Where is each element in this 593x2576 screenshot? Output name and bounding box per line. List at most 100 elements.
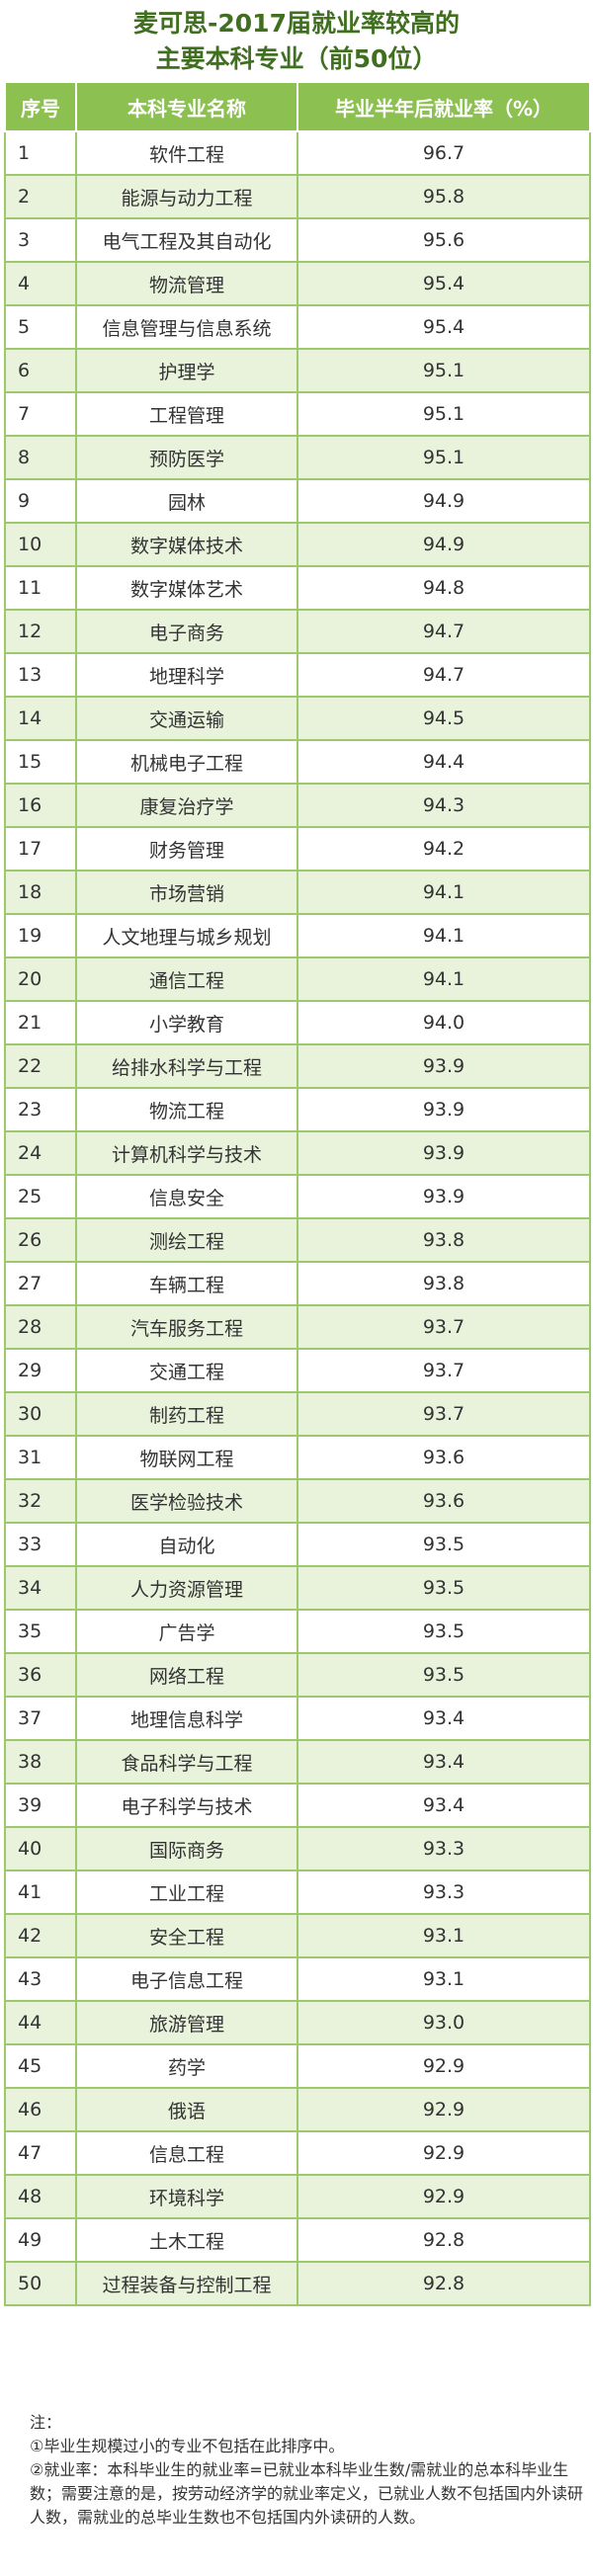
employment-rate: 94.1 [296, 913, 591, 958]
major-name: 地理科学 [75, 652, 298, 698]
major-name: 物流工程 [75, 1087, 298, 1132]
employment-rate: 93.5 [296, 1522, 591, 1567]
rank: 1 [4, 130, 77, 176]
table-row: 15 机械电子工程 94.4 [4, 739, 591, 785]
table-row: 46 俄语 92.9 [4, 2087, 591, 2132]
major-name: 园林 [75, 478, 298, 524]
table-row: 40 国际商务 93.3 [4, 1826, 591, 1871]
major-name: 自动化 [75, 1522, 298, 1567]
employment-rate: 93.6 [296, 1435, 591, 1480]
major-name: 护理学 [75, 348, 298, 393]
note: ①毕业生规模过小的专业不包括在此排序中。 [30, 2437, 345, 2455]
major-name: 电子信息工程 [75, 1956, 298, 2002]
table-row: 17 财务管理 94.2 [4, 826, 591, 872]
employment-rate: 93.5 [296, 1609, 591, 1654]
rank: 36 [4, 1652, 77, 1698]
table-row: 37 地理信息科学 93.4 [4, 1696, 591, 1741]
rank: 9 [4, 478, 77, 524]
table-row: 45 药学 92.9 [4, 2043, 591, 2089]
employment-rate: 93.8 [296, 1217, 591, 1263]
table-row: 35 广告学 93.5 [4, 1609, 591, 1654]
major-name: 人力资源管理 [75, 1565, 298, 1611]
rank: 46 [4, 2087, 77, 2132]
major-name: 人文地理与城乡规划 [75, 913, 298, 958]
major-name: 物流管理 [75, 261, 298, 306]
employment-rate: 95.6 [296, 217, 591, 263]
rank: 33 [4, 1522, 77, 1567]
employment-rate: 95.4 [296, 261, 591, 306]
employment-rate: 93.3 [296, 1870, 591, 1915]
major-name: 电气工程及其自动化 [75, 217, 298, 263]
major-name: 信息安全 [75, 1174, 298, 1219]
rank: 6 [4, 348, 77, 393]
major-name: 交通运输 [75, 696, 298, 741]
rank: 12 [4, 609, 77, 654]
rank: 31 [4, 1435, 77, 1480]
major-name: 计算机科学与技术 [75, 1130, 298, 1176]
table-row: 4 物流管理 95.4 [4, 261, 591, 306]
title-line: 麦可思-2017届就业率较高的 [133, 9, 460, 38]
rank: 16 [4, 783, 77, 828]
employment-rate: 93.1 [296, 1913, 591, 1958]
major-name: 电子商务 [75, 609, 298, 654]
rank: 10 [4, 522, 77, 567]
major-name: 俄语 [75, 2087, 298, 2132]
table-row: 18 市场营销 94.1 [4, 870, 591, 915]
rank: 30 [4, 1391, 77, 1437]
rank: 14 [4, 696, 77, 741]
major-name: 过程装备与控制工程 [75, 2261, 298, 2306]
rank: 17 [4, 826, 77, 872]
table-row: 47 信息工程 92.9 [4, 2130, 591, 2176]
rank: 4 [4, 261, 77, 306]
employment-rate: 93.1 [296, 1956, 591, 2002]
employment-rate: 95.1 [296, 348, 591, 393]
table-row: 44 旅游管理 93.0 [4, 2000, 591, 2045]
rank: 40 [4, 1826, 77, 1871]
ranking-table: 序号 本科专业名称 毕业半年后就业率（%） 1 软件工程 96.7 2 能源与动力工程 95.… [4, 81, 591, 2306]
employment-rate: 93.7 [296, 1348, 591, 1393]
table-row: 30 制药工程 93.7 [4, 1391, 591, 1437]
table-row: 5 信息管理与信息系统 95.4 [4, 304, 591, 350]
employment-rate: 93.7 [296, 1304, 591, 1350]
table-row: 25 信息安全 93.9 [4, 1174, 591, 1219]
employment-rate: 93.6 [296, 1478, 591, 1524]
rank: 34 [4, 1565, 77, 1611]
rank: 45 [4, 2043, 77, 2089]
rank: 2 [4, 174, 77, 219]
major-name: 环境科学 [75, 2174, 298, 2219]
table-row: 21 小学教育 94.0 [4, 1000, 591, 1045]
rank: 50 [4, 2261, 77, 2306]
major-name: 测绘工程 [75, 1217, 298, 1263]
employment-rate: 94.9 [296, 522, 591, 567]
rank: 7 [4, 391, 77, 437]
employment-rate: 94.7 [296, 652, 591, 698]
employment-rate: 94.1 [296, 870, 591, 915]
employment-rate: 94.8 [296, 565, 591, 611]
major-name: 数字媒体技术 [75, 522, 298, 567]
major-name: 工程管理 [75, 391, 298, 437]
employment-rate: 94.1 [296, 956, 591, 1002]
employment-rate: 94.7 [296, 609, 591, 654]
major-name: 车辆工程 [75, 1261, 298, 1306]
employment-rate: 93.5 [296, 1652, 591, 1698]
rank: 37 [4, 1696, 77, 1741]
major-name: 软件工程 [75, 130, 298, 176]
rank: 8 [4, 435, 77, 480]
employment-rate: 94.3 [296, 783, 591, 828]
employment-rate: 94.9 [296, 478, 591, 524]
major-name: 药学 [75, 2043, 298, 2089]
notes: 注： ①毕业生规模过小的专业不包括在此排序中。 ②就业率：本科毕业生的就业率=已就业… [30, 2411, 583, 2530]
rank: 39 [4, 1783, 77, 1828]
employment-rate: 95.8 [296, 174, 591, 219]
table-row: 9 园林 94.9 [4, 478, 591, 524]
table-row: 24 计算机科学与技术 93.9 [4, 1130, 591, 1176]
major-name: 广告学 [75, 1609, 298, 1654]
employment-rate: 93.4 [296, 1783, 591, 1828]
table-row: 8 预防医学 95.1 [4, 435, 591, 480]
major-name: 地理信息科学 [75, 1696, 298, 1741]
rank: 22 [4, 1043, 77, 1089]
table-row: 38 食品科学与工程 93.4 [4, 1739, 591, 1785]
employment-rate: 94.0 [296, 1000, 591, 1045]
major-name: 交通工程 [75, 1348, 298, 1393]
